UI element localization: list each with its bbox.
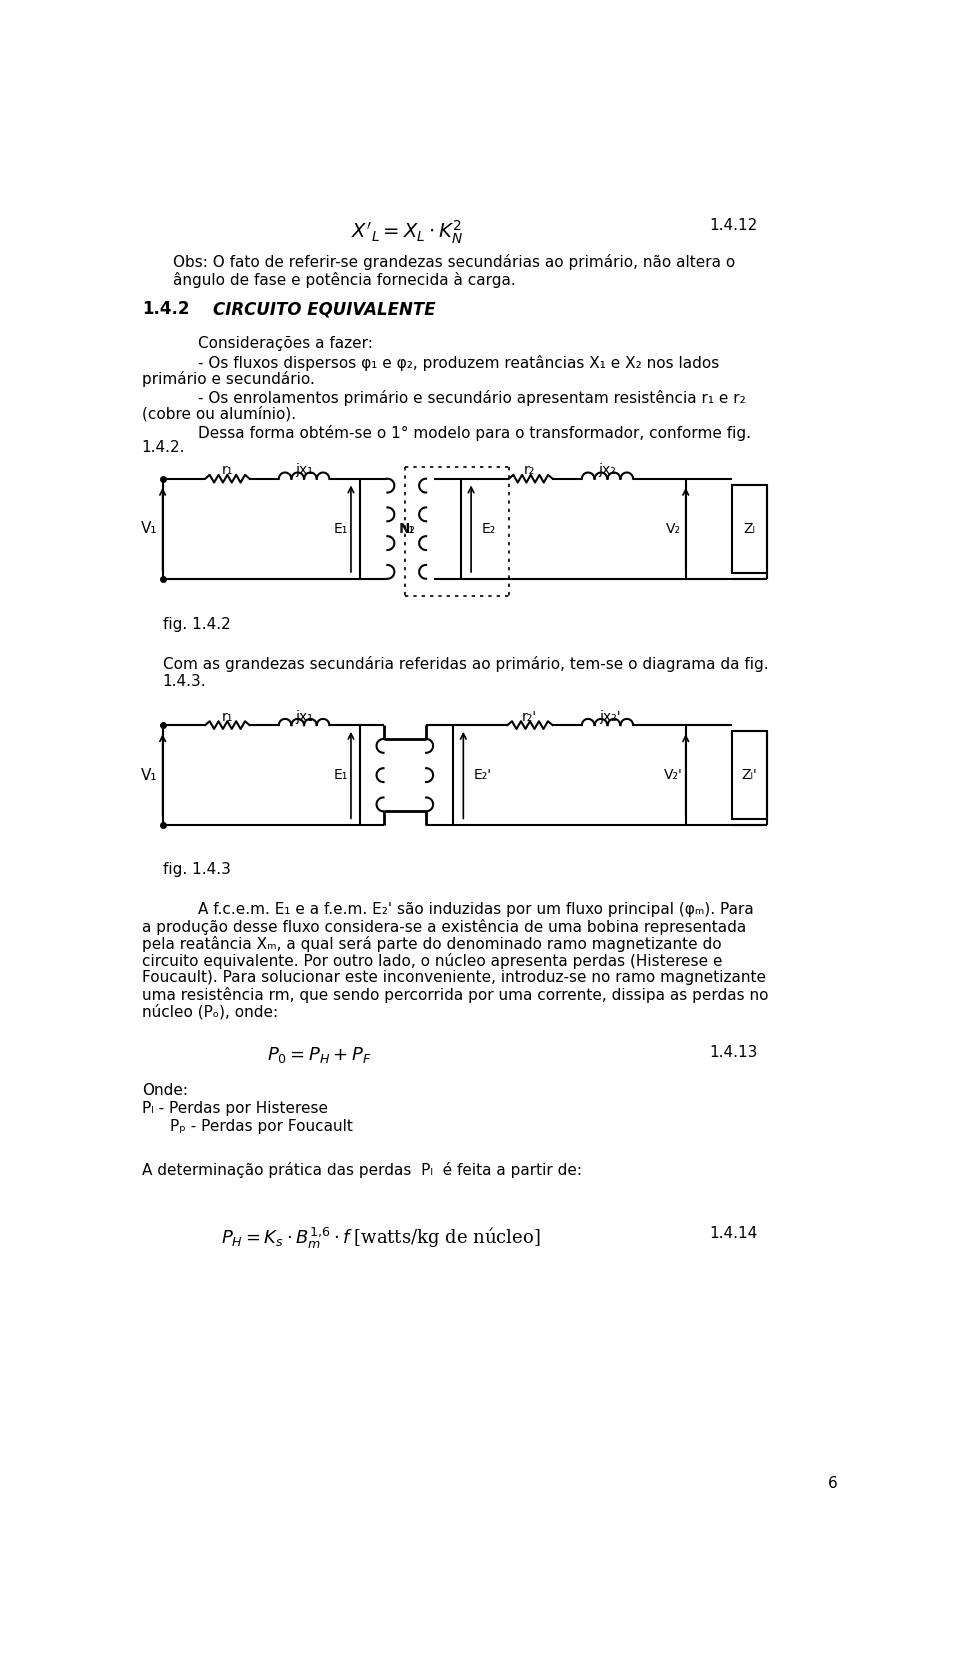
- Text: 1.4.2: 1.4.2: [142, 301, 189, 317]
- Text: r₁: r₁: [221, 463, 232, 477]
- Text: Com as grandezas secundária referidas ao primário, tem-se o diagrama da fig.
1.4: Com as grandezas secundária referidas ao…: [162, 656, 768, 688]
- Text: jx₁: jx₁: [295, 463, 313, 477]
- Text: E₁: E₁: [334, 767, 348, 782]
- Text: jx₁: jx₁: [295, 710, 313, 724]
- Text: - Os fluxos dispersos φ₁ e φ₂, produzem reatâncias X₁ e X₂ nos lados: - Os fluxos dispersos φ₁ e φ₂, produzem …: [198, 356, 719, 371]
- Text: 1.4.2.: 1.4.2.: [142, 440, 185, 455]
- Text: Obs: O fato de referir-se grandezas secundárias ao primário, não altera o
ângulo: Obs: O fato de referir-se grandezas secu…: [173, 254, 735, 289]
- Text: E₂: E₂: [481, 522, 495, 536]
- Text: $P_H = K_s \cdot B_m^{1{,}6} \cdot f\;$[watts/kg de núcleo]: $P_H = K_s \cdot B_m^{1{,}6} \cdot f\;$[…: [221, 1226, 540, 1251]
- Text: 6: 6: [828, 1476, 838, 1491]
- Text: N₂: N₂: [399, 522, 416, 536]
- Text: Dessa forma obtém-se o 1° modelo para o transformador, conforme fig.: Dessa forma obtém-se o 1° modelo para o …: [198, 425, 751, 442]
- Text: jx₂: jx₂: [598, 463, 615, 477]
- Text: CIRCUITO EQUIVALENTE: CIRCUITO EQUIVALENTE: [213, 301, 436, 317]
- Text: 1.4.14: 1.4.14: [709, 1226, 757, 1241]
- Text: $P_0 = P_H + P_F$: $P_0 = P_H + P_F$: [267, 1044, 372, 1064]
- Text: - Os enrolamentos primário e secundário apresentam resistência r₁ e r₂: - Os enrolamentos primário e secundário …: [198, 390, 745, 406]
- Text: A f.c.e.m. E₁ e a f.e.m. E₂' são induzidas por um fluxo principal (φₘ). Para: A f.c.e.m. E₁ e a f.e.m. E₂' são induzid…: [198, 902, 754, 917]
- Text: (cobre ou alumínio).: (cobre ou alumínio).: [142, 406, 296, 421]
- Text: Onde:: Onde:: [142, 1083, 188, 1098]
- Text: primário e secundário.: primário e secundário.: [142, 371, 315, 386]
- Text: Pₚ - Perdas por Foucault: Pₚ - Perdas por Foucault: [170, 1118, 353, 1133]
- Text: E₁: E₁: [334, 522, 348, 536]
- Text: fig. 1.4.3: fig. 1.4.3: [162, 861, 230, 876]
- Text: Zₗ: Zₗ: [743, 522, 756, 536]
- Text: V₂': V₂': [664, 767, 683, 782]
- Text: circuito equivalente. Por outro lado, o núcleo apresenta perdas (Histerese e: circuito equivalente. Por outro lado, o …: [142, 954, 722, 969]
- Text: jx₂': jx₂': [599, 710, 620, 724]
- Text: uma resistência rm, que sendo percorrida por uma corrente, dissipa as perdas no: uma resistência rm, que sendo percorrida…: [142, 987, 768, 1002]
- Text: N₁: N₁: [398, 522, 414, 536]
- Text: a produção desse fluxo considera-se a existência de uma bobina representada: a produção desse fluxo considera-se a ex…: [142, 918, 746, 935]
- Text: Zₗ': Zₗ': [741, 767, 757, 782]
- Text: r₂: r₂: [523, 463, 535, 477]
- Text: Considerações a fazer:: Considerações a fazer:: [198, 336, 372, 351]
- Text: Pₗ - Perdas por Histerese: Pₗ - Perdas por Histerese: [142, 1101, 327, 1117]
- Text: Foucault). Para solucionar este inconveniente, introduz-se no ramo magnetizante: Foucault). Para solucionar este inconven…: [142, 970, 766, 986]
- Text: 1.4.12: 1.4.12: [709, 218, 757, 233]
- Text: V₁: V₁: [141, 520, 157, 536]
- Text: E₂': E₂': [473, 767, 492, 782]
- Text: V₁: V₁: [141, 767, 157, 782]
- Text: A determinação prática das perdas  Pₗ  é feita a partir de:: A determinação prática das perdas Pₗ é f…: [142, 1162, 582, 1179]
- Text: pela reatância Xₘ, a qual será parte do denominado ramo magnetizante do: pela reatância Xₘ, a qual será parte do …: [142, 937, 721, 952]
- Text: núcleo (Pₒ), onde:: núcleo (Pₒ), onde:: [142, 1004, 277, 1019]
- Text: $X'_L = X_L \cdot K_N^2$: $X'_L = X_L \cdot K_N^2$: [350, 218, 463, 245]
- Bar: [732, 485, 767, 573]
- Text: fig. 1.4.2: fig. 1.4.2: [162, 618, 230, 633]
- Text: 1.4.13: 1.4.13: [709, 1044, 757, 1059]
- Text: V₂: V₂: [666, 522, 681, 536]
- Text: r₁: r₁: [221, 710, 232, 724]
- Bar: [732, 732, 767, 819]
- Text: r₂': r₂': [521, 710, 537, 724]
